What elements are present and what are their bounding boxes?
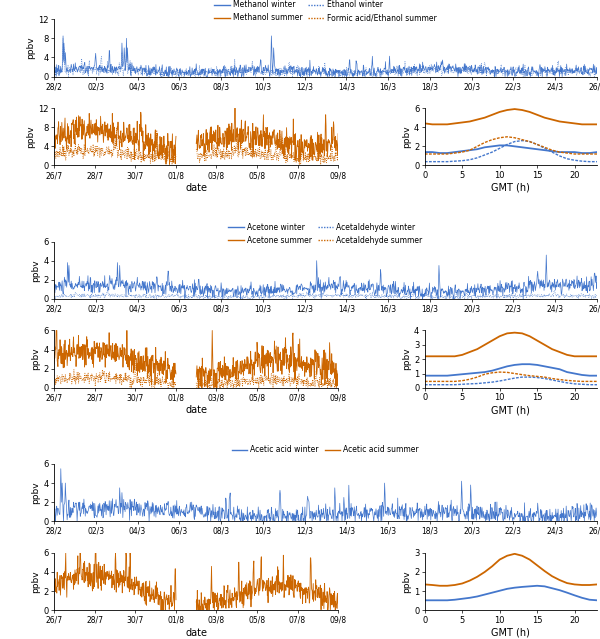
X-axis label: date: date xyxy=(185,627,207,638)
Y-axis label: ppbv: ppbv xyxy=(26,125,35,148)
Y-axis label: ppbv: ppbv xyxy=(31,570,40,593)
Y-axis label: ppbv: ppbv xyxy=(31,259,40,282)
X-axis label: date: date xyxy=(185,183,207,193)
X-axis label: GMT (h): GMT (h) xyxy=(491,405,530,415)
X-axis label: GMT (h): GMT (h) xyxy=(491,183,530,193)
Legend: Acetone winter, Acetone summer, Acetaldehyde winter, Acetaldehyde summer: Acetone winter, Acetone summer, Acetalde… xyxy=(226,220,425,248)
Y-axis label: ppbv: ppbv xyxy=(402,125,411,148)
Y-axis label: ppbv: ppbv xyxy=(26,36,35,59)
Legend: Acetic acid winter, Acetic acid summer: Acetic acid winter, Acetic acid summer xyxy=(229,442,422,458)
X-axis label: GMT (h): GMT (h) xyxy=(491,627,530,638)
Y-axis label: ppbv: ppbv xyxy=(31,481,40,504)
Y-axis label: ppbv: ppbv xyxy=(402,348,411,371)
Y-axis label: ppbv: ppbv xyxy=(402,570,411,593)
Y-axis label: ppbv: ppbv xyxy=(31,348,40,371)
X-axis label: date: date xyxy=(185,405,207,415)
Legend: Methanol winter, Methanol summer, Ethanol winter, Formic acid/Ethanol summer: Methanol winter, Methanol summer, Ethano… xyxy=(211,0,440,26)
